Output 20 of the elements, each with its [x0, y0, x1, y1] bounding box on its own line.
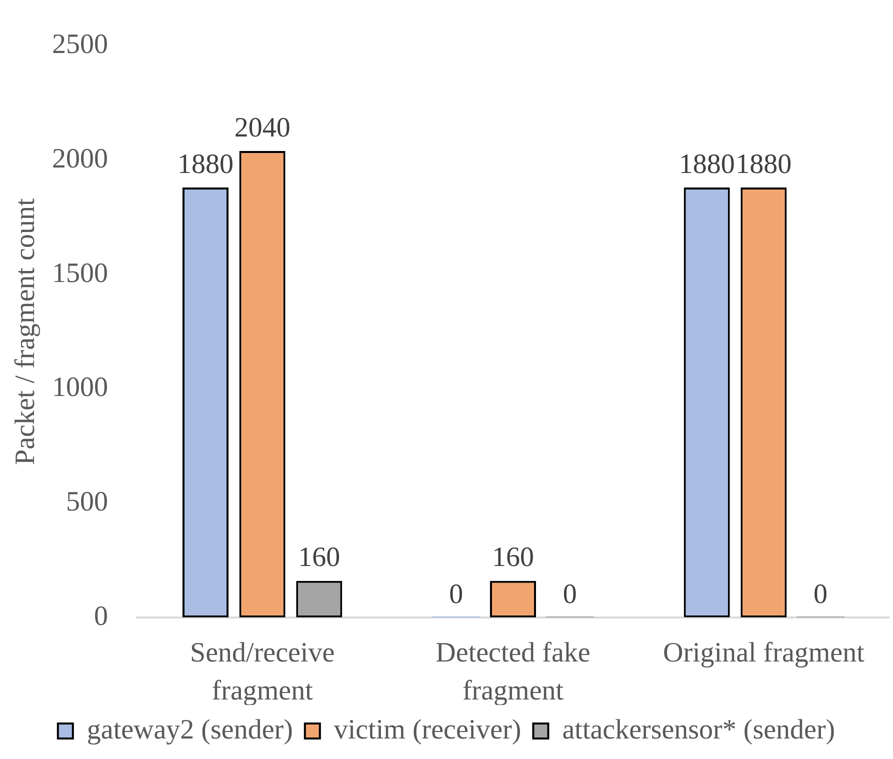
y-tick-label: 0 [94, 600, 108, 632]
y-tick-label: 500 [66, 486, 108, 518]
data-label: 2040 [234, 112, 290, 144]
data-label: 160 [492, 542, 534, 574]
legend-label: victim (receiver) [334, 714, 522, 746]
legend-label: gateway2 (sender) [86, 714, 293, 746]
data-label: 0 [813, 578, 828, 610]
legend-label: attackersensor* (sender) [562, 714, 836, 746]
x-tick-label: Original fragment [662, 638, 865, 669]
y-tick-label: 2000 [52, 143, 108, 174]
data-label: 1880 [736, 148, 792, 180]
data-label: 0 [449, 578, 464, 610]
data-label: 0 [562, 578, 577, 610]
data-label: 160 [298, 542, 340, 574]
y-tick-label: 1000 [52, 372, 108, 404]
y-axis-title: Packet / fragment count [10, 198, 42, 465]
data-label: 1880 [178, 148, 234, 180]
y-tick-label: 1500 [52, 258, 108, 289]
data-label: 1880 [678, 148, 735, 180]
y-tick-label: 2500 [52, 29, 108, 60]
